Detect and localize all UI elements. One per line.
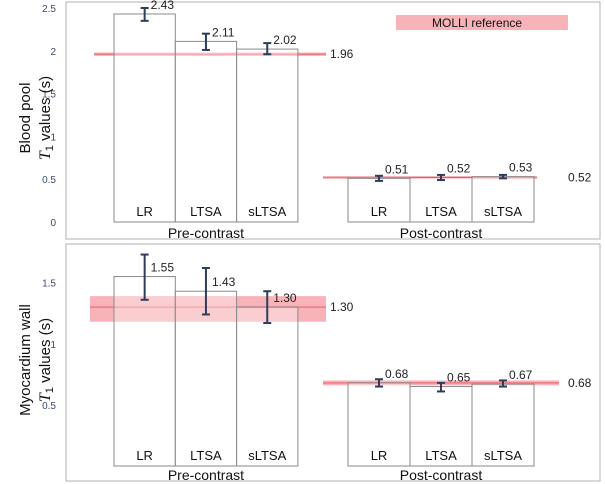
y-axis-label-sub: 1 bbox=[44, 387, 56, 393]
reference-value-label: 0.52 bbox=[568, 170, 592, 184]
blood-pool-panel: 1.96 2.43 LR 2.11 LTSA 2.02 sLTSA Pre-contrast 0… bbox=[17, 0, 601, 241]
bar bbox=[471, 383, 535, 467]
myocardium-wall-panel: 1.30 1.55 LR 1.43 LTSA 1.30 sLTSA Pre-contrast 0… bbox=[17, 243, 601, 483]
bars-layer: 1.30 1.55 LR 1.43 LTSA 1.30 sLTSA Pre-contrast 0… bbox=[113, 253, 592, 483]
y-axis-label-t: T bbox=[37, 392, 54, 402]
region-label: Myocardium wall bbox=[17, 304, 34, 416]
category-label: LR bbox=[371, 204, 388, 219]
category-label: LTSA bbox=[190, 448, 222, 463]
group-label: Pre-contrast bbox=[168, 467, 244, 483]
y-tick-label: 1 bbox=[50, 132, 56, 143]
bar-value-label: 0.51 bbox=[385, 162, 409, 176]
bar-value-label: 0.67 bbox=[509, 368, 533, 382]
y-axis-label-t: T bbox=[37, 150, 54, 160]
y-axis: 0.5 1 1.5 bbox=[42, 279, 56, 412]
category-label: LR bbox=[136, 204, 153, 219]
bar bbox=[471, 176, 535, 223]
y-axis-label-rest: values (s) bbox=[37, 318, 54, 387]
y-tick-label: 0 bbox=[50, 218, 56, 229]
bar bbox=[174, 40, 238, 223]
category-label: LTSA bbox=[190, 204, 222, 219]
bars-layer: 1.96 2.43 LR 2.11 LTSA 2.02 sLTSA Pre-contrast 0… bbox=[113, 0, 592, 241]
y-tick-label: 2 bbox=[50, 47, 56, 58]
legend: MOLLI reference bbox=[396, 15, 568, 30]
reference-band bbox=[90, 296, 326, 322]
y-tick-label: 2.5 bbox=[42, 4, 56, 15]
y-axis-label: T1 values (s) bbox=[37, 318, 56, 402]
y-axis-label: T1 values (s) bbox=[37, 76, 56, 160]
category-label: sLTSA bbox=[248, 448, 286, 463]
category-label: sLTSA bbox=[248, 204, 286, 219]
legend-label: MOLLI reference bbox=[432, 16, 522, 30]
bar-value-label: 0.52 bbox=[447, 161, 471, 175]
bar-value-label: 0.68 bbox=[385, 367, 409, 381]
group-label: Post-contrast bbox=[400, 225, 483, 241]
reference-value-label: 1.30 bbox=[330, 300, 354, 314]
category-label: LTSA bbox=[425, 448, 457, 463]
bar-value-label: 1.30 bbox=[273, 291, 297, 305]
y-tick-label: 0.5 bbox=[42, 175, 56, 186]
panel-frame bbox=[65, 243, 601, 482]
panel-frame bbox=[65, 1, 601, 240]
bar bbox=[174, 290, 238, 467]
category-label: LR bbox=[136, 448, 153, 463]
group-label: Post-contrast bbox=[400, 467, 483, 483]
region-label: Blood pool bbox=[17, 83, 34, 154]
bar bbox=[113, 13, 176, 223]
bar bbox=[236, 48, 299, 223]
bar-value-label: 1.55 bbox=[151, 261, 175, 275]
bar-value-label: 1.43 bbox=[212, 275, 236, 289]
reference-value-label: 1.96 bbox=[330, 47, 354, 61]
category-label: LTSA bbox=[425, 204, 457, 219]
category-label: sLTSA bbox=[484, 204, 522, 219]
y-tick-label: 1.5 bbox=[42, 90, 56, 101]
y-tick-label: 1 bbox=[50, 340, 56, 351]
y-axis-label-sub: 1 bbox=[44, 145, 56, 151]
y-tick-label: 0.5 bbox=[42, 401, 56, 412]
bar-value-label: 0.65 bbox=[447, 371, 471, 385]
y-tick-label: 1.5 bbox=[42, 279, 56, 290]
y-axis-label-rest: values (s) bbox=[37, 76, 54, 145]
bar bbox=[347, 382, 411, 467]
bar bbox=[236, 306, 299, 467]
y-axis: 0 0.5 1 1.5 2 2.5 bbox=[42, 4, 56, 229]
bar bbox=[409, 176, 473, 223]
bar bbox=[409, 386, 473, 467]
legend-swatch bbox=[396, 15, 568, 30]
bar-value-label: 2.11 bbox=[212, 25, 235, 39]
bar-value-label: 2.43 bbox=[151, 0, 175, 12]
category-label: sLTSA bbox=[484, 448, 522, 463]
category-label: LR bbox=[371, 448, 388, 463]
reference-value-label: 0.68 bbox=[568, 376, 592, 390]
group-label: Pre-contrast bbox=[168, 225, 244, 241]
bar-value-label: 0.53 bbox=[509, 161, 533, 175]
bar-value-label: 2.02 bbox=[273, 33, 297, 47]
bar bbox=[113, 276, 176, 467]
